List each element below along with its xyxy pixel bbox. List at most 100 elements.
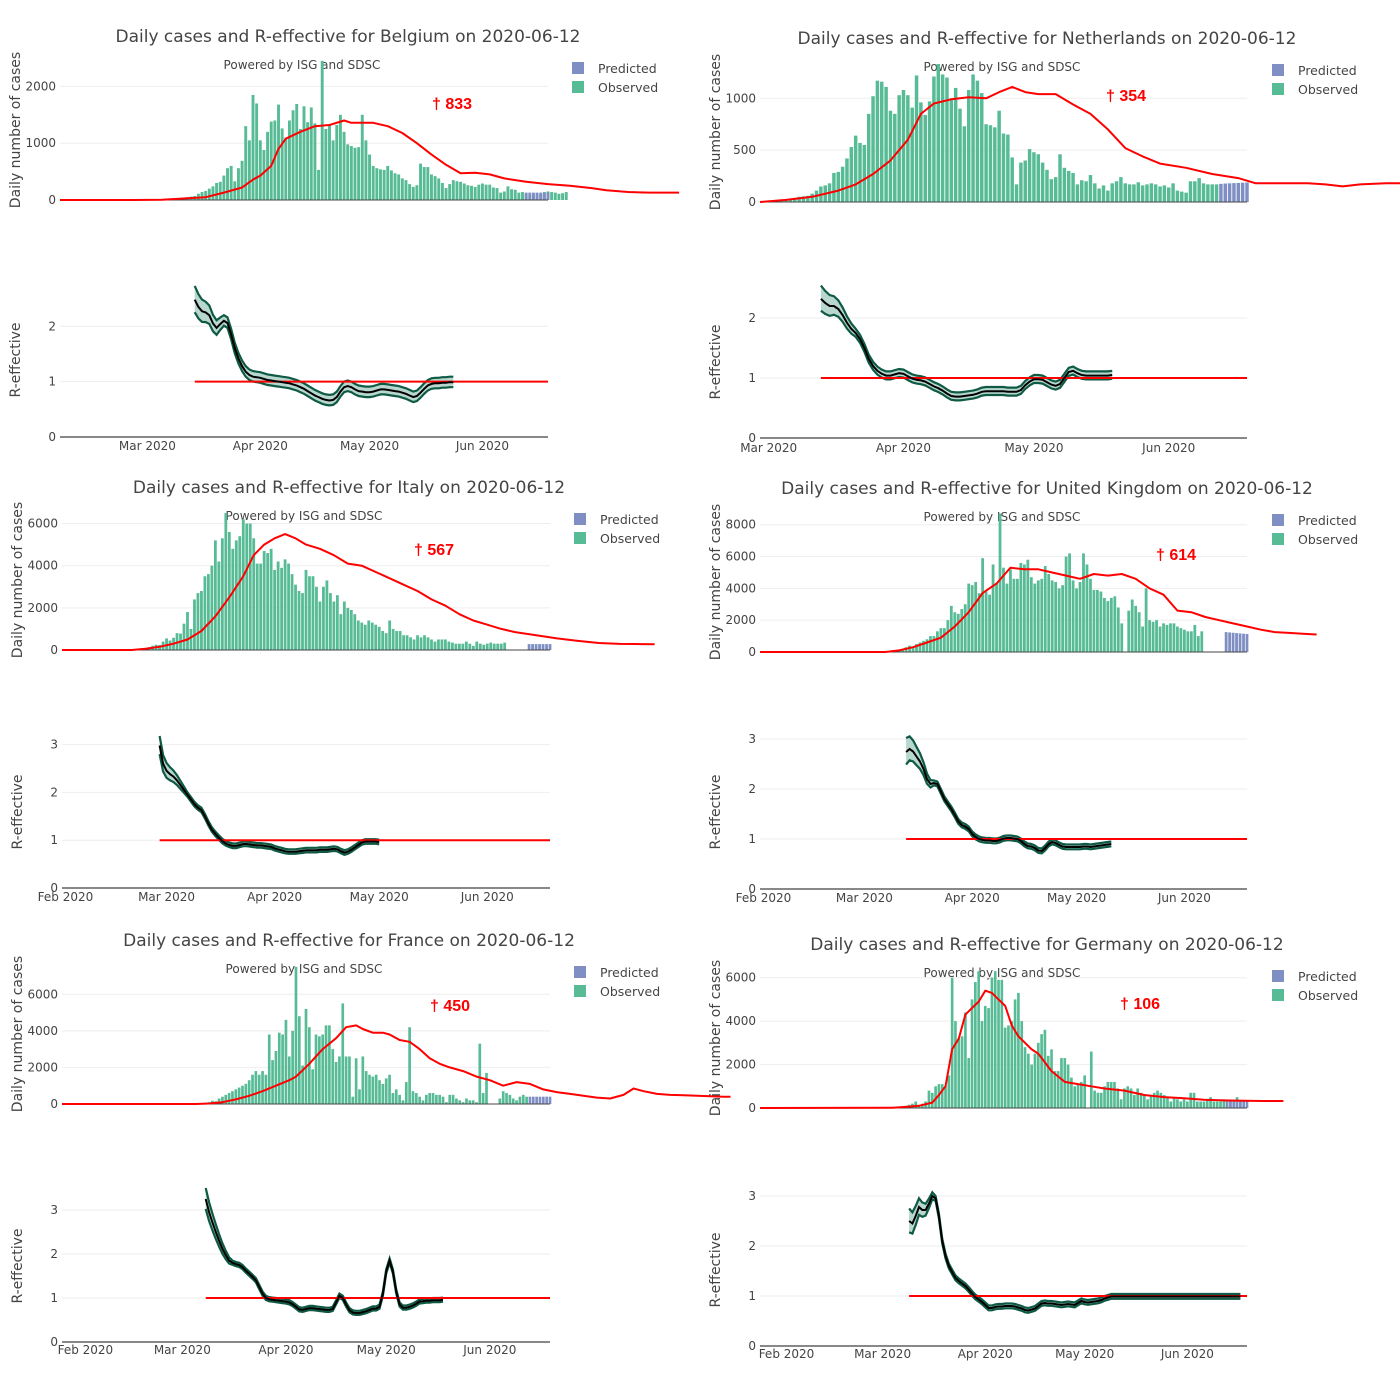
cases-y-axis-label: Daily number of cases (708, 504, 724, 660)
observed-bar (950, 977, 954, 1108)
x-tick-label: Mar 2020 (836, 891, 893, 905)
observed-bar (455, 1098, 458, 1104)
legend-observed-label[interactable]: Observed (600, 531, 660, 546)
observed-bar (398, 631, 402, 650)
cases-y-tick-label: 2000 (725, 1058, 756, 1072)
legend-predicted-swatch[interactable] (1272, 970, 1284, 982)
observed-bar (255, 563, 259, 650)
legend-observed-swatch[interactable] (574, 985, 586, 997)
legend-predicted-swatch[interactable] (1272, 64, 1284, 76)
observed-bar (1030, 1064, 1033, 1108)
observed-bar (1009, 569, 1012, 652)
predicted-bar (546, 192, 550, 200)
observed-bar (1093, 183, 1097, 202)
cases-y-axis-label: Daily number of cases (10, 956, 26, 1112)
r-lower-bound-line (908, 1197, 1241, 1314)
cases-y-axis-label: Daily number of cases (708, 960, 724, 1116)
legend-predicted-label[interactable]: Predicted (598, 61, 657, 76)
observed-bar (437, 178, 441, 200)
legend-observed-label[interactable]: Observed (598, 80, 658, 95)
legend-observed-label[interactable]: Observed (600, 984, 660, 999)
observed-bar (1156, 1090, 1159, 1108)
observed-bar (1020, 1021, 1024, 1108)
observed-bar (971, 74, 975, 202)
observed-bar (344, 1056, 348, 1104)
observed-bar (374, 1074, 378, 1104)
r-upper-bound-line (820, 284, 1113, 394)
observed-bar (1162, 1094, 1166, 1108)
observed-bar (368, 154, 372, 200)
legend-observed-swatch[interactable] (572, 81, 584, 93)
legend-observed-swatch[interactable] (574, 532, 586, 544)
observed-bar (1192, 1092, 1196, 1108)
predicted-bar (1245, 634, 1249, 652)
observed-bar (1058, 154, 1062, 202)
observed-bar (893, 113, 897, 202)
observed-bar (975, 80, 980, 202)
observed-bar (361, 1056, 365, 1104)
observed-bar (1113, 596, 1117, 652)
observed-bar (511, 1098, 515, 1104)
observed-bar (360, 114, 364, 200)
observed-bar (1083, 1075, 1086, 1108)
observed-bar (988, 125, 993, 202)
observed-bar (283, 559, 287, 650)
legend-predicted-label[interactable]: Predicted (1298, 63, 1357, 78)
observed-bar (331, 1049, 335, 1104)
observed-bar (457, 643, 461, 650)
observed-bar (1016, 578, 1019, 652)
observed-bar (244, 1083, 248, 1104)
observed-bar (1159, 1092, 1163, 1108)
observed-bar (468, 1100, 472, 1104)
observed-bar (338, 114, 342, 200)
legend-observed-label[interactable]: Observed (1298, 532, 1358, 547)
legend-observed-label[interactable]: Observed (1298, 82, 1358, 97)
observed-bar (200, 192, 204, 200)
predicted-bar (1227, 183, 1232, 202)
observed-bar (508, 1094, 512, 1104)
observed-bar (506, 186, 510, 200)
observed-bar (1000, 979, 1004, 1108)
x-tick-label: Mar 2020 (138, 890, 195, 904)
observed-bar (269, 548, 273, 650)
observed-bar (384, 633, 388, 650)
observed-bar (977, 971, 980, 1108)
legend-observed-label[interactable]: Observed (1298, 988, 1358, 1003)
observed-bar (364, 1071, 368, 1104)
chart-panel-germany: Daily cases and R-effective for Germany … (708, 935, 1358, 1361)
observed-bar (1140, 185, 1145, 202)
legend-predicted-swatch[interactable] (574, 966, 586, 978)
observed-bar (304, 569, 308, 650)
legend-predicted-label[interactable]: Predicted (600, 512, 659, 527)
legend-predicted-label[interactable]: Predicted (1298, 969, 1357, 984)
legend-observed-swatch[interactable] (1272, 533, 1284, 545)
observed-bar (267, 1034, 271, 1104)
observed-bar (364, 140, 368, 200)
r-y-tick-label: 0 (50, 881, 58, 895)
observed-bar (1120, 623, 1124, 652)
observed-bar (1040, 578, 1044, 652)
observed-bar (349, 146, 353, 200)
observed-bar (274, 1050, 278, 1104)
predicted-bar (1238, 633, 1242, 652)
observed-bar (311, 576, 315, 650)
legend-predicted-label[interactable]: Predicted (1298, 513, 1357, 528)
observed-bar (266, 131, 270, 200)
observed-bar (991, 564, 995, 652)
legend-predicted-label[interactable]: Predicted (600, 965, 659, 980)
predicted-bar (531, 644, 534, 650)
observed-bar (1126, 1086, 1130, 1108)
legend-predicted-swatch[interactable] (1272, 514, 1284, 526)
legend-observed-swatch[interactable] (1272, 989, 1284, 1001)
observed-bar (381, 1083, 385, 1104)
r-y-tick-label: 1 (50, 1291, 58, 1305)
observed-bar (1103, 1086, 1106, 1108)
observed-bar (441, 1096, 445, 1104)
observed-bar (465, 1098, 468, 1104)
observed-bar (1215, 1101, 1219, 1108)
legend-predicted-swatch[interactable] (574, 513, 586, 525)
observed-bar (954, 1021, 957, 1108)
predicted-bar (545, 644, 548, 650)
legend-observed-swatch[interactable] (1272, 83, 1284, 95)
legend-predicted-swatch[interactable] (572, 62, 584, 74)
